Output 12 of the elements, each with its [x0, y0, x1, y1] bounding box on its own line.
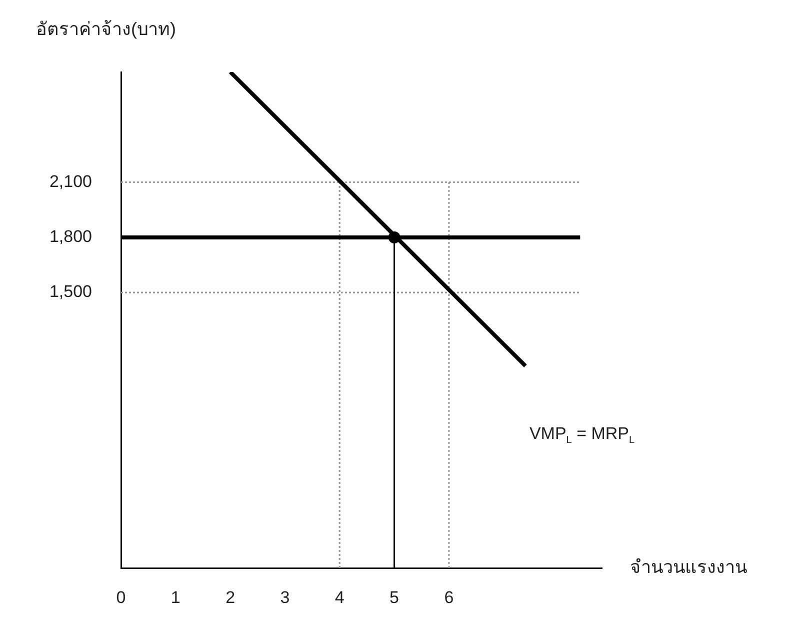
y-tick-label: 1,800 [49, 227, 92, 246]
x-tick-label: 5 [390, 588, 400, 607]
x-axis-title: จำนวนแรงงาน [630, 556, 747, 577]
x-tick-label: 0 [116, 588, 126, 607]
x-tick-label: 3 [280, 588, 290, 607]
x-tick-label: 4 [334, 588, 344, 607]
y-tick-label: 2,100 [49, 172, 92, 191]
x-tick-label: 6 [444, 588, 454, 607]
y-axis-title: อัตราค่าจ้าง(บาท) [36, 18, 176, 39]
y-tick-label: 1,500 [49, 282, 92, 302]
x-tick-label: 2 [226, 588, 236, 607]
x-tick-label: 1 [170, 588, 180, 607]
